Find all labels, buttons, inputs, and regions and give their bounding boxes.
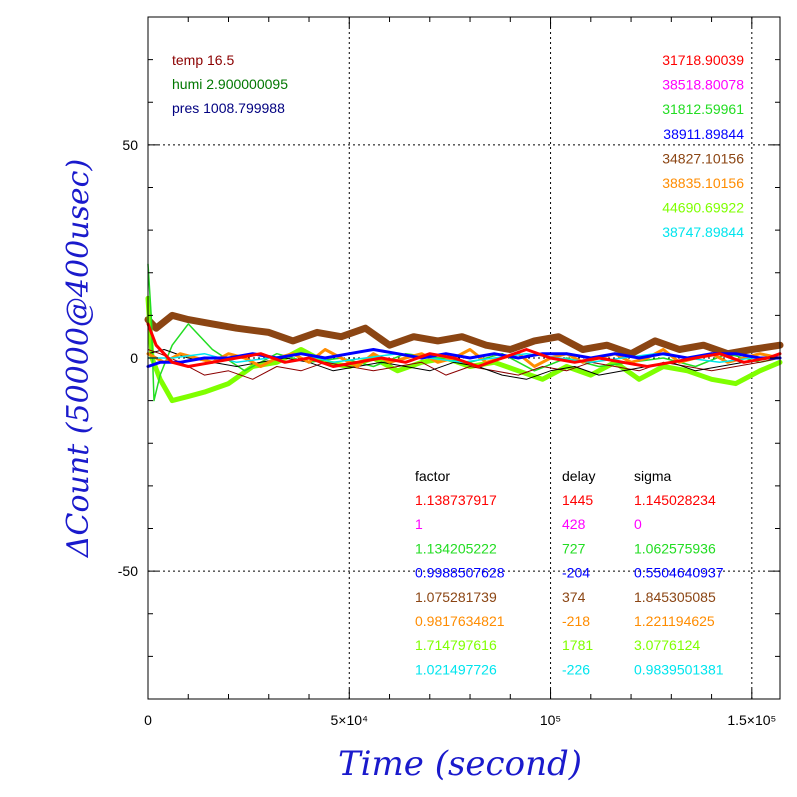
axis-ticks xyxy=(147,16,780,700)
table-cell-factor: 1.021497726 xyxy=(415,661,497,677)
table-cell-sigma: 1.221194625 xyxy=(634,613,715,629)
data-lines xyxy=(144,263,784,404)
table-cell-delay: 1781 xyxy=(562,637,593,653)
x-tick-label: 10⁵ xyxy=(540,712,561,728)
table-cell-factor: 1.138737917 xyxy=(415,492,497,508)
table-cell-sigma: 0 xyxy=(634,516,642,532)
series-value-label: 38518.80078 xyxy=(662,77,744,93)
table-cell-sigma: 0.5504640937 xyxy=(634,565,724,581)
data-line xyxy=(147,349,781,380)
environment-legend: temp 16.5 humi 2.900000095 pres 1008.79998… xyxy=(172,52,288,116)
data-line xyxy=(144,311,784,358)
table-cell-sigma: 3.0776124 xyxy=(634,637,700,653)
table-cell-delay: 1445 xyxy=(562,492,593,508)
series-value-label: 34827.10156 xyxy=(662,150,744,166)
x-tick-label: 1.5×10⁵ xyxy=(727,712,776,728)
series-value-label: 44690.69922 xyxy=(662,200,744,216)
table-cell-factor: 1 xyxy=(415,516,423,532)
table-cell-factor: 1.075281739 xyxy=(415,589,497,605)
table-cell-factor: 1.134205222 xyxy=(415,540,497,556)
series-value-label: 38747.89844 xyxy=(662,224,744,240)
series-value-label: 31812.59961 xyxy=(662,101,744,117)
tick-labels: 0 5×10⁴ 10⁵ 1.5×10⁵ 50 0 -50 xyxy=(118,137,777,728)
table-cell-factor: 1.714797616 xyxy=(415,637,497,653)
x-tick-label: 5×10⁴ xyxy=(330,712,368,728)
table-cell-delay: -226 xyxy=(562,661,590,677)
table-cell-sigma: 1.145028234 xyxy=(634,492,716,508)
env-label: humi 2.900000095 xyxy=(172,76,288,92)
series-value-label: 38835.10156 xyxy=(662,175,744,191)
y-tick-label: 50 xyxy=(122,137,138,153)
y-axis-label: ΔCount (50000@400usec) xyxy=(61,159,96,558)
data-line xyxy=(146,322,782,368)
x-axis-label: Time (second) xyxy=(338,744,582,784)
table-header: sigma xyxy=(634,468,672,484)
series-value-label: 38911.89844 xyxy=(663,126,744,142)
y-tick-label: -50 xyxy=(118,563,138,579)
series-values-legend: 31718.90039 38518.80078 31812.59961 38911.8… xyxy=(662,52,744,240)
table-cell-delay: -218 xyxy=(562,613,590,629)
table-cell-delay: -204 xyxy=(562,565,590,581)
table-cell-sigma: 0.9839501381 xyxy=(634,661,724,677)
series-value-label: 31718.90039 xyxy=(662,52,744,68)
table-cell-delay: 727 xyxy=(562,540,586,556)
env-label: temp 16.5 xyxy=(172,52,234,68)
table-cell-factor: 0.9988507628 xyxy=(415,565,505,581)
table-cell-delay: 374 xyxy=(562,589,586,605)
table-header: delay xyxy=(562,468,595,484)
data-line xyxy=(147,349,781,380)
table-cell-delay: 428 xyxy=(562,516,586,532)
x-tick-label: 0 xyxy=(144,712,152,728)
table-cell-factor: 0.9817634821 xyxy=(415,613,505,629)
table-header: factor xyxy=(415,468,450,484)
env-label: pres 1008.799988 xyxy=(172,100,285,116)
table-cell-sigma: 1.845305085 xyxy=(634,589,716,605)
calibration-table: factor delay sigma 1.138737917 1445 1.1450282… xyxy=(415,468,724,677)
y-tick-label: 0 xyxy=(130,350,138,366)
table-cell-sigma: 1.062575936 xyxy=(634,540,716,556)
